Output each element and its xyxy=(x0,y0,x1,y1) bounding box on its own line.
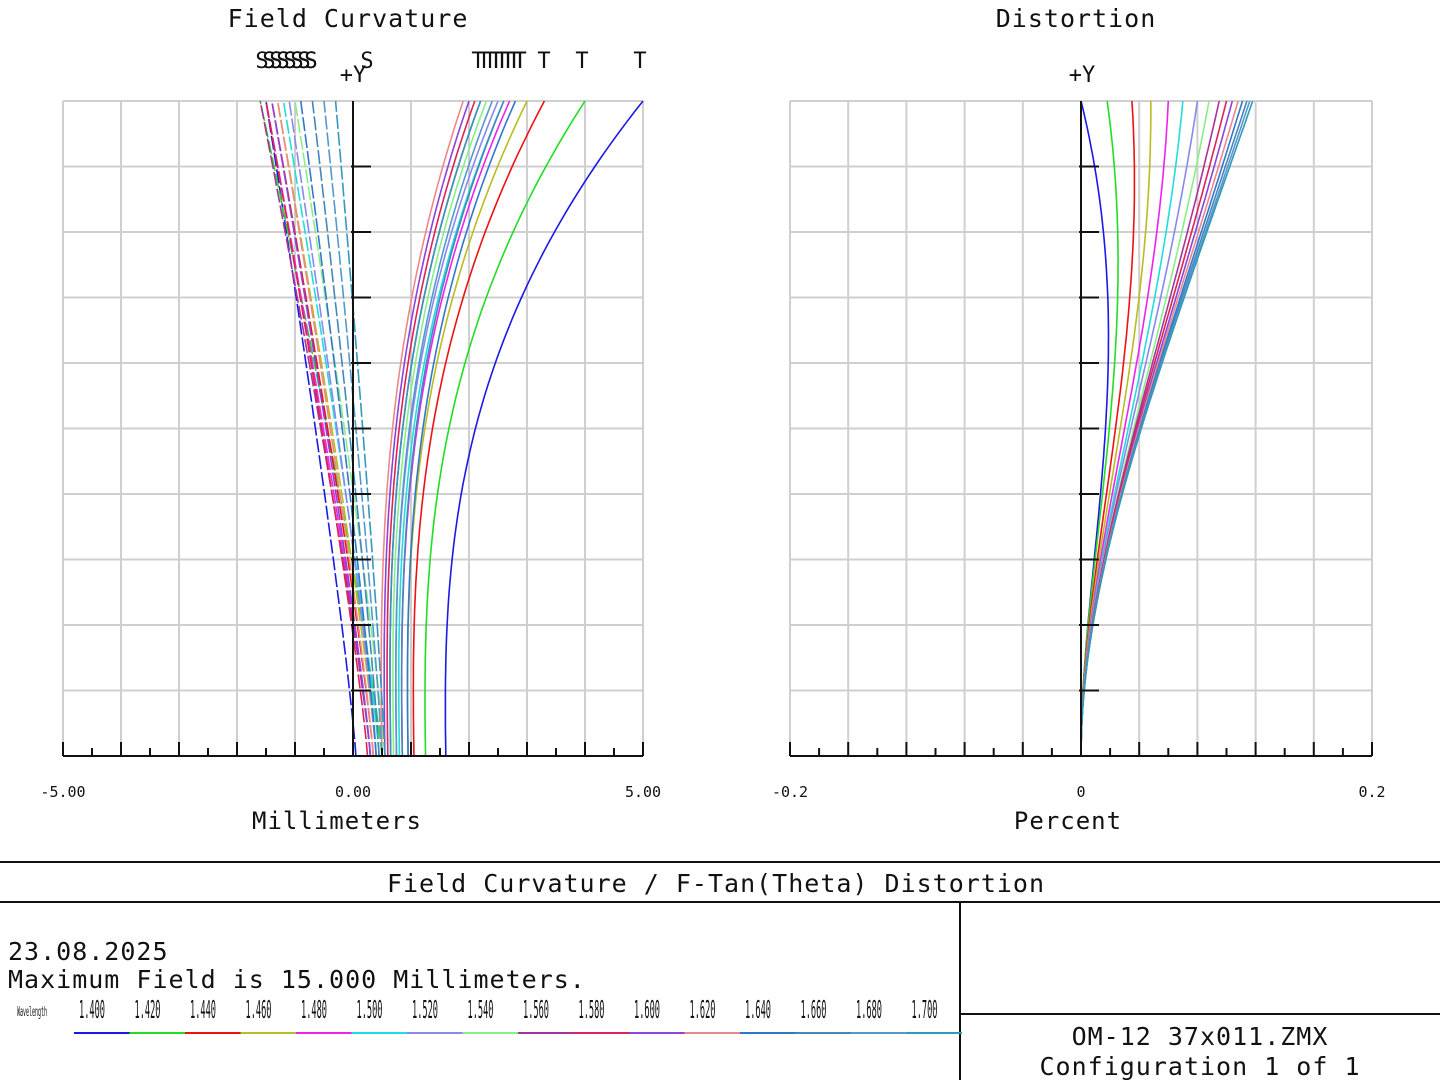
wavelength-label: 1.440 xyxy=(190,995,216,1024)
distortion-y-label: +Y xyxy=(1069,63,1096,88)
legend-sagittal-label: S xyxy=(276,49,289,74)
legend-tangential-label: T xyxy=(513,49,526,74)
distortion-curve xyxy=(1080,100,1254,757)
tangential-curve xyxy=(400,100,505,757)
tangential-curve xyxy=(395,100,493,757)
distortion-axes xyxy=(789,101,1373,757)
distortion-x-tick-min: -0.2 xyxy=(772,783,808,801)
legend-sagittal-label: S xyxy=(304,49,317,74)
tangential-curve xyxy=(386,100,476,757)
wavelength-label: 1.400 xyxy=(79,995,105,1024)
wavelength-label: 1.560 xyxy=(523,995,549,1024)
tangential-curve xyxy=(444,100,644,757)
field-curvature-x-tick-max: 5.00 xyxy=(625,783,661,801)
legend-tangential-label: T xyxy=(471,49,484,74)
tangential-curve xyxy=(406,100,517,757)
sagittal-curve xyxy=(300,100,377,757)
field-curvature-x-label: Millimeters xyxy=(252,807,422,835)
field-curvature-x-tick-min: -5.00 xyxy=(40,783,85,801)
wavelength-label: 1.420 xyxy=(135,995,161,1024)
wavelength-label: 1.620 xyxy=(689,995,715,1024)
field-curvature-axes xyxy=(62,101,644,757)
legend-sagittal-label: S xyxy=(255,49,268,74)
legend-tangential-label: T xyxy=(483,49,496,74)
legend-tangential-label: T xyxy=(489,49,502,74)
legend-sagittal-label: S xyxy=(283,49,296,74)
wavelength-legend: 1.400 1.420 1.440 1.460 1.480 1.500 1.520 1.540… xyxy=(74,995,962,1034)
info-panel-title: Field Curvature / F-Tan(Theta) Distortio… xyxy=(387,869,1045,898)
sagittal-curve xyxy=(294,100,386,757)
distortion-curves xyxy=(1080,100,1254,757)
legend-sagittal-label: S xyxy=(262,49,275,74)
maximum-field-note: Maximum Field is 15.000 Millimeters. xyxy=(8,965,586,994)
field-curvature-plot: S TS TS TS TS TS TS TS TS TS TS TS TS TS TS TS T +Y -5.0… xyxy=(40,49,661,835)
legend-tangential-label: T xyxy=(477,49,490,74)
wavelength-label: 1.500 xyxy=(356,995,382,1024)
legend-tangential-label: T xyxy=(513,49,526,74)
sagittal-curve xyxy=(311,100,380,757)
wavelength-label: 1.520 xyxy=(412,995,438,1024)
info-panel: Field Curvature / F-Tan(Theta) Distortio… xyxy=(0,861,1440,1080)
legend-tangential-label: T xyxy=(575,49,588,74)
legend-sagittal-label: S xyxy=(290,49,303,74)
sagittal-curve xyxy=(259,100,372,757)
tangential-curve xyxy=(412,100,546,757)
wavelength-label: 1.660 xyxy=(801,995,827,1024)
tangential-curve xyxy=(392,100,488,757)
wavelength-label: 1.600 xyxy=(634,995,660,1024)
wavelength-label: 1.460 xyxy=(246,995,272,1024)
legend-sagittal-label: S xyxy=(290,49,303,74)
legend-tangential-label: T xyxy=(489,49,502,74)
field-curvature-curves xyxy=(259,100,644,757)
field-curvature-title: Field Curvature xyxy=(228,4,469,33)
legend-sagittal-label: S xyxy=(269,49,282,74)
sagittal-curve xyxy=(265,100,369,757)
file-name: OM-12 37x011.ZMX xyxy=(1072,1022,1329,1051)
sagittal-curve xyxy=(271,100,372,757)
tangential-curve xyxy=(389,100,482,757)
distortion-title: Distortion xyxy=(996,4,1157,33)
sagittal-curve xyxy=(276,100,375,757)
tangential-curve xyxy=(424,100,586,757)
field-curvature-y-label: +Y xyxy=(340,63,367,88)
field-curvature-x-tick-zero: 0.00 xyxy=(335,783,371,801)
legend-sagittal-label: S xyxy=(262,49,275,74)
legend-sagittal-label: S xyxy=(269,49,282,74)
field-curvature-legend: S TS TS TS TS TS TS TS TS TS TS TS TS TS TS TS T xyxy=(255,49,646,74)
legend-tangential-label: T xyxy=(537,49,550,74)
legend-sagittal-label: S xyxy=(360,49,373,74)
sagittal-curve xyxy=(288,100,377,757)
wavelength-label: 1.480 xyxy=(301,995,327,1024)
legend-sagittal-label: S xyxy=(276,49,289,74)
distortion-x-tick-max: 0.2 xyxy=(1358,783,1385,801)
legend-sagittal-label: S xyxy=(297,49,310,74)
wavelength-label: 1.540 xyxy=(467,995,493,1024)
wavelength-label: 1.680 xyxy=(856,995,882,1024)
tangential-curve xyxy=(380,100,464,757)
legend-tangential-label: T xyxy=(507,49,520,74)
legend-sagittal-label: S xyxy=(283,49,296,74)
analysis-date: 23.08.2025 xyxy=(8,937,169,966)
legend-tangential-label: T xyxy=(495,49,508,74)
legend-sagittal-label: S xyxy=(304,49,317,74)
distortion-x-label: Percent xyxy=(1014,807,1122,835)
legend-sagittal-label: S xyxy=(297,49,310,74)
configuration-label: Configuration 1 of 1 xyxy=(1039,1052,1360,1080)
wavelength-label: 1.640 xyxy=(745,995,771,1024)
legend-tangential-label: T xyxy=(633,49,646,74)
distortion-x-tick-zero: 0 xyxy=(1076,783,1085,801)
wavelength-label: 1.700 xyxy=(912,995,938,1024)
distortion-plot: +Y -0.2 0 0.2 Percent xyxy=(772,63,1386,835)
tangential-curve xyxy=(398,100,505,757)
tangential-curve xyxy=(383,100,470,757)
legend-tangential-label: T xyxy=(495,49,508,74)
legend-tangential-label: T xyxy=(501,49,514,74)
wavelength-legend-label: Wavelength xyxy=(17,1005,47,1020)
wavelength-label: 1.580 xyxy=(579,995,605,1024)
legend-tangential-label: T xyxy=(507,49,520,74)
legend-tangential-label: T xyxy=(501,49,514,74)
